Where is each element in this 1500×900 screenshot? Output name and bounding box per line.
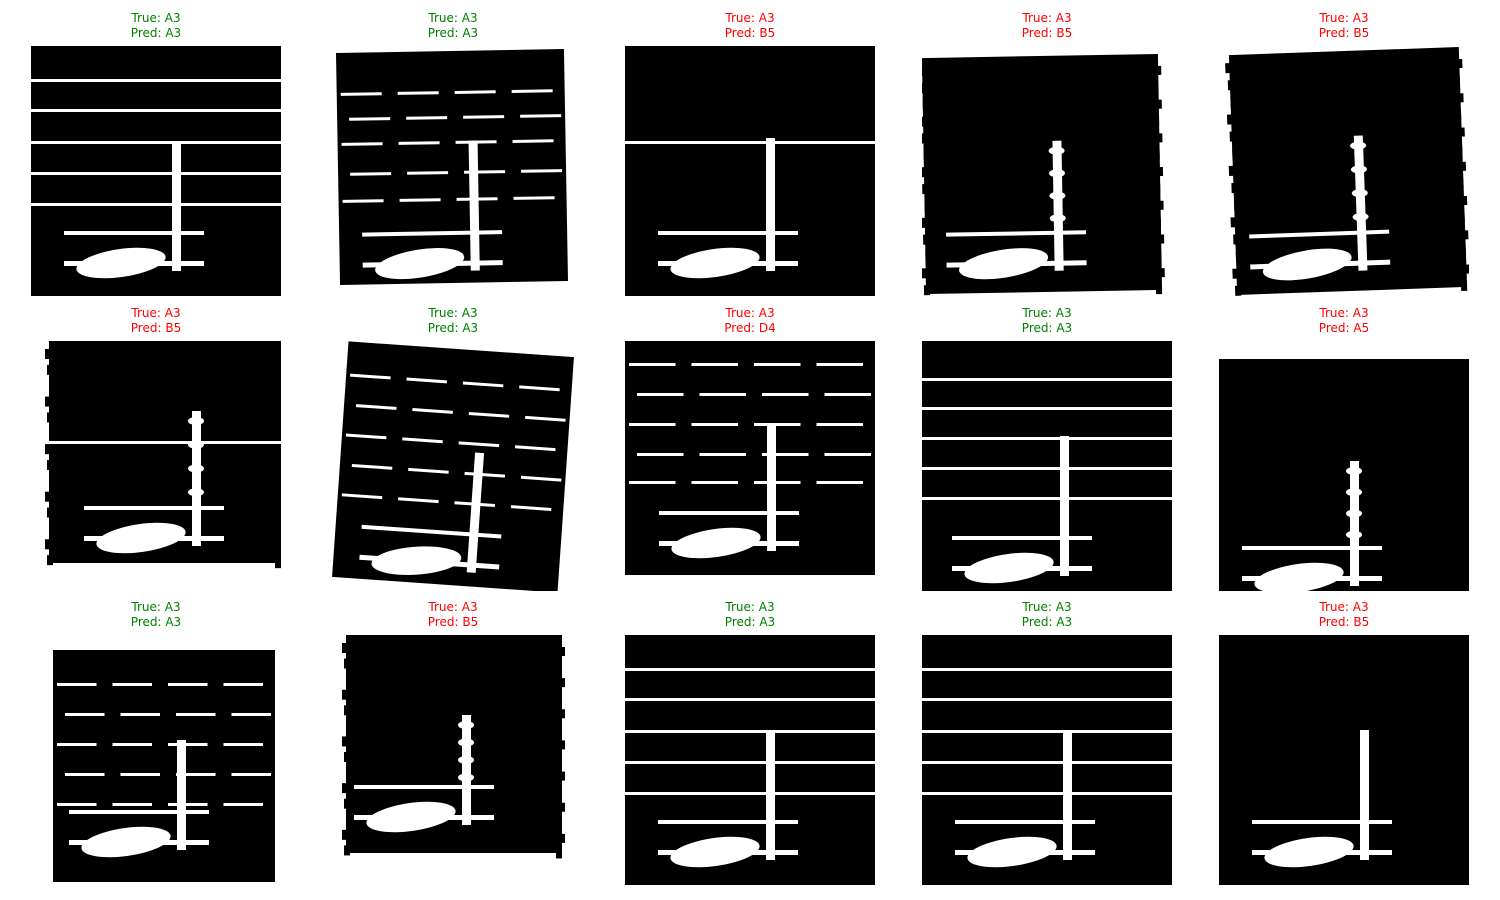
note-image-svg	[31, 46, 281, 296]
pred-label: Pred: A3	[1021, 615, 1073, 629]
true-label: True: A3	[428, 11, 478, 25]
pred-label: Pred: B5	[1318, 26, 1370, 40]
note-image	[625, 341, 875, 591]
note-image-svg	[328, 635, 578, 885]
true-label: True: A3	[428, 306, 478, 320]
note-image-svg	[625, 341, 875, 591]
note-image	[922, 341, 1172, 591]
pred-label: Pred: B5	[130, 321, 182, 335]
true-label: True: A3	[725, 600, 775, 614]
note-image-svg	[31, 341, 281, 591]
pred-label: Pred: A5	[1318, 321, 1370, 335]
pred-label: Pred: A3	[1021, 321, 1073, 335]
true-label: True: A3	[131, 600, 181, 614]
true-label: True: A3	[1022, 306, 1072, 320]
note-image-svg	[922, 341, 1172, 591]
note-image	[625, 46, 875, 296]
true-label: True: A3	[725, 306, 775, 320]
pred-label: Pred: B5	[1021, 26, 1073, 40]
pred-label: Pred: A3	[427, 321, 479, 335]
pred-label: Pred: D4	[724, 321, 776, 335]
true-label: True: A3	[1319, 11, 1369, 25]
true-label: True: A3	[428, 600, 478, 614]
note-image-svg	[328, 341, 578, 591]
pred-label: Pred: B5	[427, 615, 479, 629]
true-label: True: A3	[1319, 600, 1369, 614]
note-image-svg	[625, 635, 875, 885]
note-image	[922, 46, 1172, 296]
note-image-svg	[922, 46, 1172, 296]
pred-label: Pred: B5	[1318, 615, 1370, 629]
note-image	[328, 46, 578, 296]
note-image	[328, 635, 578, 885]
note-image	[922, 635, 1172, 885]
true-label: True: A3	[725, 11, 775, 25]
note-image-svg	[1219, 635, 1469, 885]
note-image	[31, 635, 281, 885]
pred-label: Pred: A3	[130, 615, 182, 629]
pred-label: Pred: A3	[724, 615, 776, 629]
note-image-svg	[1219, 46, 1469, 296]
true-label: True: A3	[131, 306, 181, 320]
pred-label: Pred: B5	[724, 26, 776, 40]
note-image-svg	[31, 635, 281, 885]
note-image-svg	[328, 46, 578, 296]
note-image	[1219, 341, 1469, 591]
pred-label: Pred: A3	[427, 26, 479, 40]
true-label: True: A3	[1022, 11, 1072, 25]
true-label: True: A3	[1022, 600, 1072, 614]
pred-label: Pred: A3	[130, 26, 182, 40]
note-image	[1219, 46, 1469, 296]
note-image	[625, 635, 875, 885]
note-image	[31, 341, 281, 591]
note-image	[31, 46, 281, 296]
note-image	[328, 341, 578, 591]
note-image-svg	[922, 635, 1172, 885]
note-image-svg	[1219, 341, 1469, 591]
true-label: True: A3	[131, 11, 181, 25]
true-label: True: A3	[1319, 306, 1369, 320]
note-image-svg	[625, 46, 875, 296]
note-image	[1219, 635, 1469, 885]
